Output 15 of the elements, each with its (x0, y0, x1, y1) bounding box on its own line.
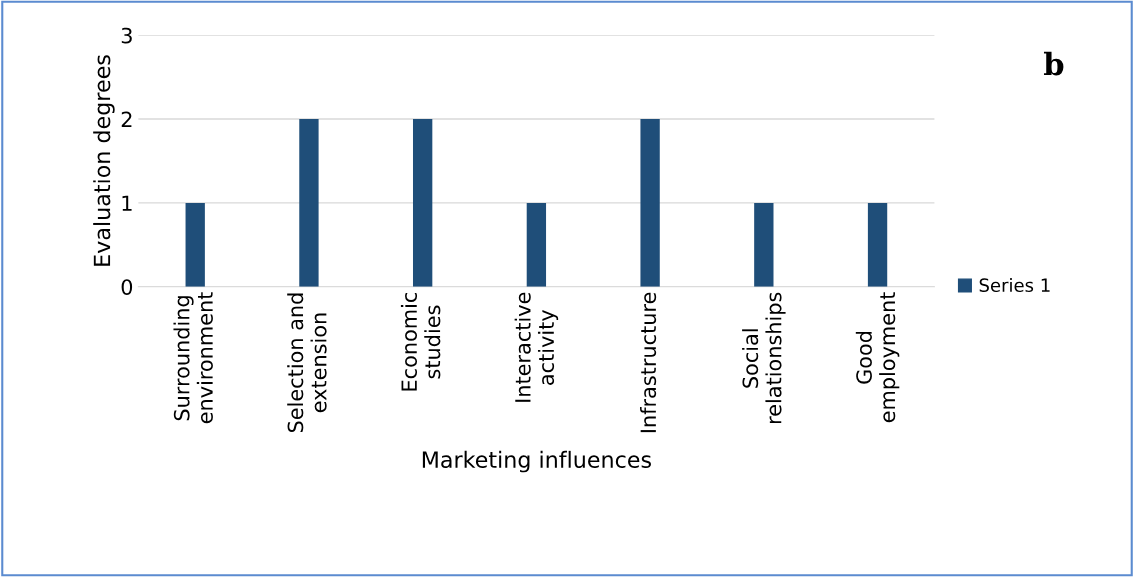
x-tick-label: Economic studies (400, 292, 441, 391)
x-tick-label: Social relationships (742, 292, 786, 424)
x-tick-label: Selection and extension (287, 293, 327, 433)
text: b (1043, 51, 1064, 76)
x-tick-label: Interactive activity (514, 292, 559, 402)
y-tick-label: 0 (121, 279, 133, 295)
y-tick-label: 2 (121, 111, 132, 127)
y-tick-label: 3 (121, 27, 132, 44)
x-tick-label: Infrastructure (640, 292, 657, 433)
x-tick-label: Good employment (855, 292, 900, 423)
legend-label: Series 1 (979, 278, 1050, 293)
x-tick-label: Surrounding environment (173, 292, 213, 424)
y-tick-label: 1 (122, 195, 132, 211)
y-axis-title: Evaluation degrees (93, 55, 115, 266)
x-axis-title: Marketing influences (422, 450, 651, 473)
